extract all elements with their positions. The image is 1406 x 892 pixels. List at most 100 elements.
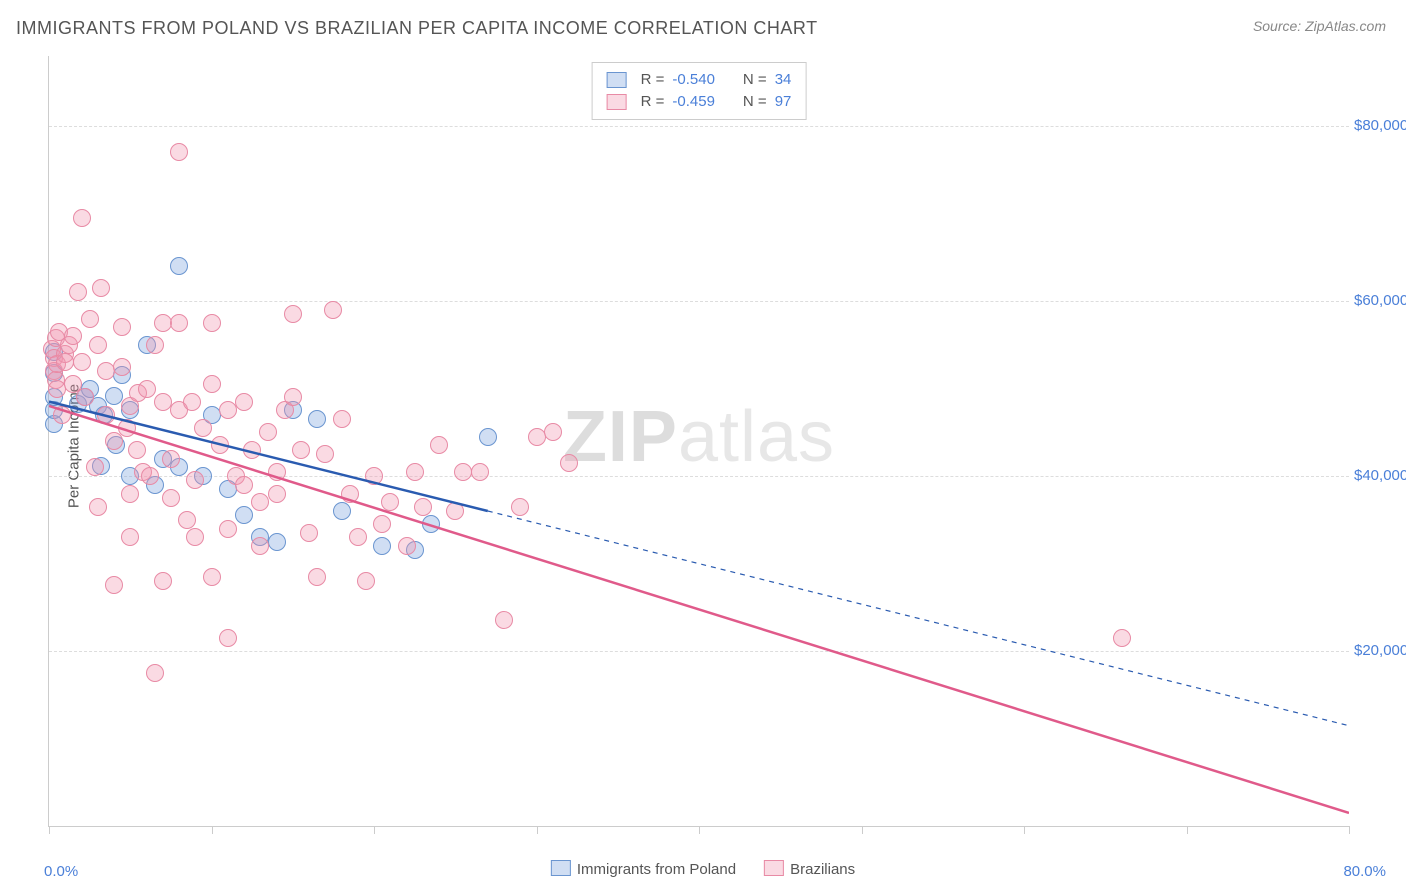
scatter-point — [398, 537, 416, 555]
scatter-point — [349, 528, 367, 546]
r-label: R = — [641, 69, 665, 91]
legend-item: Immigrants from Poland — [551, 860, 736, 878]
x-tick — [374, 826, 375, 834]
scatter-point — [162, 450, 180, 468]
scatter-point — [105, 387, 123, 405]
scatter-point — [64, 327, 82, 345]
scatter-point — [121, 485, 139, 503]
chart-title: IMMIGRANTS FROM POLAND VS BRAZILIAN PER … — [16, 18, 818, 39]
r-value: -0.540 — [672, 69, 715, 91]
scatter-point — [121, 528, 139, 546]
scatter-point — [183, 393, 201, 411]
legend-swatch — [764, 860, 784, 876]
scatter-point — [365, 467, 383, 485]
scatter-point — [146, 336, 164, 354]
x-tick — [862, 826, 863, 834]
x-tick — [49, 826, 50, 834]
scatter-point — [219, 401, 237, 419]
scatter-point — [235, 506, 253, 524]
scatter-point — [203, 314, 221, 332]
scatter-point — [89, 498, 107, 516]
x-axis-max-label: 80.0% — [1343, 863, 1386, 880]
scatter-point — [528, 428, 546, 446]
scatter-point — [97, 406, 115, 424]
scatter-point — [219, 520, 237, 538]
scatter-point — [333, 502, 351, 520]
series-legend: Immigrants from Poland Brazilians — [551, 860, 855, 878]
scatter-point — [48, 380, 66, 398]
correlation-row: R =-0.459N =97 — [607, 91, 792, 113]
scatter-point — [154, 572, 172, 590]
scatter-point — [113, 358, 131, 376]
x-tick — [537, 826, 538, 834]
scatter-point — [170, 143, 188, 161]
scatter-point — [178, 511, 196, 529]
scatter-point — [76, 388, 94, 406]
scatter-point — [69, 283, 87, 301]
x-axis-min-label: 0.0% — [44, 863, 78, 880]
scatter-point — [162, 489, 180, 507]
scatter-point — [97, 362, 115, 380]
scatter-point — [284, 305, 302, 323]
y-tick-label: $80,000 — [1354, 117, 1406, 134]
regression-line — [49, 406, 1349, 813]
scatter-point — [259, 423, 277, 441]
scatter-point — [268, 533, 286, 551]
scatter-point — [333, 410, 351, 428]
gridline — [49, 301, 1349, 302]
x-tick — [212, 826, 213, 834]
scatter-point — [128, 441, 146, 459]
scatter-point — [219, 629, 237, 647]
scatter-point — [113, 318, 131, 336]
watermark: ZIPatlas — [563, 396, 835, 478]
scatter-point — [73, 209, 91, 227]
x-tick — [699, 826, 700, 834]
correlation-legend-box: R =-0.540N =34R =-0.459N =97 — [592, 62, 807, 120]
watermark-bold: ZIP — [563, 397, 678, 477]
legend-swatch — [551, 860, 571, 876]
scatter-point — [81, 310, 99, 328]
n-value: 34 — [775, 69, 792, 91]
scatter-point — [381, 493, 399, 511]
gridline — [49, 126, 1349, 127]
scatter-point — [422, 515, 440, 533]
chart-plot-area: ZIPatlas R =-0.540N =34R =-0.459N =97 $2… — [48, 56, 1349, 827]
scatter-point — [146, 664, 164, 682]
scatter-point — [479, 428, 497, 446]
source-label: Source: ZipAtlas.com — [1253, 18, 1386, 34]
scatter-point — [138, 380, 156, 398]
scatter-point — [170, 314, 188, 332]
scatter-point — [268, 463, 286, 481]
scatter-point — [73, 353, 91, 371]
scatter-point — [373, 515, 391, 533]
scatter-point — [53, 406, 71, 424]
regression-lines-layer — [49, 56, 1349, 826]
scatter-point — [284, 388, 302, 406]
scatter-point — [89, 336, 107, 354]
scatter-point — [341, 485, 359, 503]
x-tick — [1024, 826, 1025, 834]
scatter-point — [211, 436, 229, 454]
x-tick — [1349, 826, 1350, 834]
scatter-point — [268, 485, 286, 503]
legend-item: Brazilians — [764, 860, 855, 878]
scatter-point — [243, 441, 261, 459]
scatter-point — [251, 537, 269, 555]
r-value: -0.459 — [672, 91, 715, 113]
n-value: 97 — [775, 91, 792, 113]
scatter-point — [414, 498, 432, 516]
scatter-point — [316, 445, 334, 463]
correlation-row: R =-0.540N =34 — [607, 69, 792, 91]
scatter-point — [324, 301, 342, 319]
legend-swatch — [607, 72, 627, 88]
scatter-point — [141, 467, 159, 485]
scatter-point — [357, 572, 375, 590]
scatter-point — [105, 576, 123, 594]
scatter-point — [373, 537, 391, 555]
scatter-point — [235, 476, 253, 494]
scatter-point — [170, 257, 188, 275]
y-tick-label: $60,000 — [1354, 292, 1406, 309]
scatter-point — [92, 279, 110, 297]
scatter-point — [194, 419, 212, 437]
regression-line-extension — [488, 511, 1349, 726]
